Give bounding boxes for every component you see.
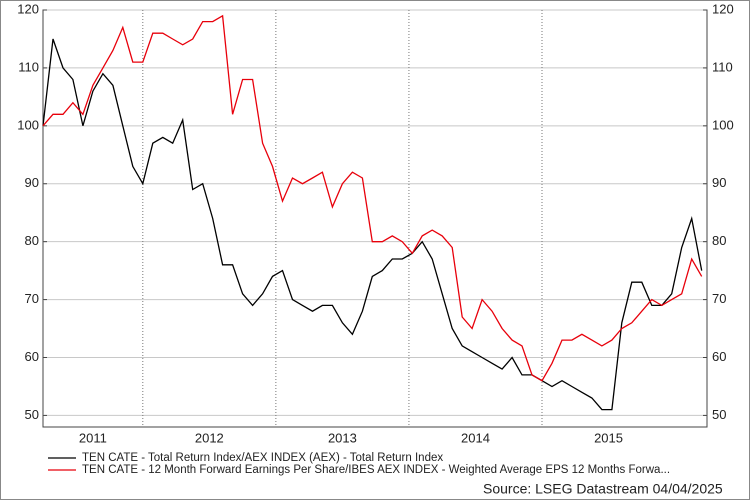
y2-tick-label: 90: [712, 175, 726, 190]
y2-tick-label: 100: [712, 117, 734, 132]
y-tick-label: 50: [25, 407, 39, 422]
y2-tick-label: 50: [712, 407, 726, 422]
x-tick-label: 2013: [328, 430, 357, 445]
y-tick-label: 120: [17, 1, 39, 16]
x-tick-label: 2012: [195, 430, 224, 445]
y2-tick-label: 110: [712, 59, 733, 74]
legend-label: TEN CATE - 12 Month Forward Earnings Per…: [82, 464, 670, 476]
y2-tick-label: 80: [712, 233, 726, 248]
y-tick-label: 90: [25, 175, 39, 190]
y2-tick-label: 60: [712, 349, 726, 364]
series-line: [42, 38, 703, 411]
x-tick-label: 2014: [461, 430, 490, 445]
y2-tick-label: 70: [712, 291, 726, 306]
x-tick-label: 2015: [594, 430, 623, 445]
y-tick-label: 110: [18, 59, 39, 74]
series-line: [42, 14, 703, 382]
x-tick-label: 2011: [79, 430, 107, 445]
y-tick-label: 60: [25, 349, 39, 364]
legend-label: TEN CATE - Total Return Index/AEX INDEX …: [82, 452, 443, 464]
y2-tick-label: 120: [712, 1, 734, 16]
y-tick-label: 80: [25, 233, 39, 248]
y-tick-label: 70: [25, 291, 39, 306]
source: Source: LSEG Datastream 04/04/2025: [483, 481, 723, 497]
y-tick-label: 100: [17, 117, 39, 132]
